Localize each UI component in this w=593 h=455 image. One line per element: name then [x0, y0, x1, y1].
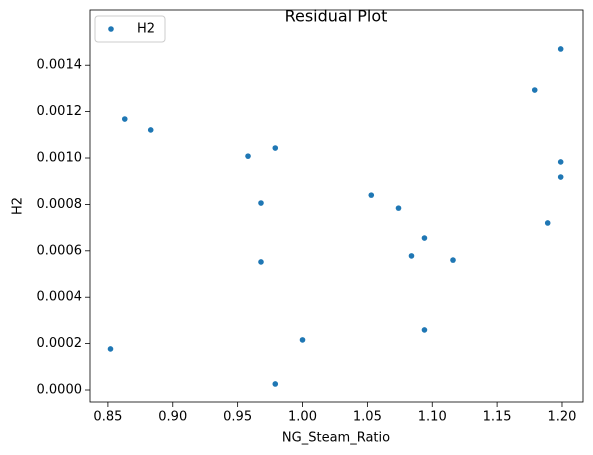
point: [107, 346, 114, 352]
y-tick-label: 0.0000: [37, 383, 83, 398]
x-tick-label: 1.20: [548, 410, 577, 425]
point: [544, 220, 551, 226]
legend-label: H2: [137, 22, 155, 37]
x-tick-label: 1.10: [418, 410, 447, 425]
x-tick-label: 0.95: [223, 410, 252, 425]
y-tick-label: 0.0002: [37, 336, 83, 351]
point: [272, 381, 279, 387]
point: [147, 127, 154, 133]
y-axis-label: H2: [11, 197, 26, 215]
point: [299, 337, 306, 343]
x-tick-label: 1.00: [288, 410, 317, 425]
legend-marker: [108, 26, 114, 32]
y-tick-label: 0.0012: [37, 104, 83, 119]
point: [531, 87, 538, 93]
y-tick-label: 0.0004: [37, 290, 83, 305]
point: [557, 46, 564, 52]
y-tick-label: 0.0014: [37, 58, 83, 73]
x-axis-label: NG_Steam_Ratio: [282, 431, 390, 446]
x-tick-label: 1.15: [483, 410, 512, 425]
point: [408, 253, 415, 259]
point: [258, 259, 264, 265]
point: [557, 174, 564, 180]
point: [258, 200, 264, 206]
point: [272, 145, 279, 151]
y-tick-label: 0.0008: [37, 197, 83, 212]
point: [395, 205, 402, 211]
point: [368, 192, 375, 198]
legend-box: [94, 15, 166, 43]
x-tick-label: 1.05: [353, 410, 382, 425]
plot-area: [89, 9, 584, 403]
point: [421, 235, 428, 241]
point: [450, 257, 456, 263]
y-tick-label: 0.0010: [37, 151, 83, 166]
point: [557, 159, 564, 165]
point: [121, 116, 128, 122]
point: [245, 153, 251, 159]
x-tick-label: 0.85: [93, 410, 122, 425]
y-tick-label: 0.0006: [37, 243, 83, 258]
point: [421, 327, 428, 333]
chart-title: Residual Plot: [285, 7, 388, 26]
x-tick-label: 0.90: [158, 410, 187, 425]
